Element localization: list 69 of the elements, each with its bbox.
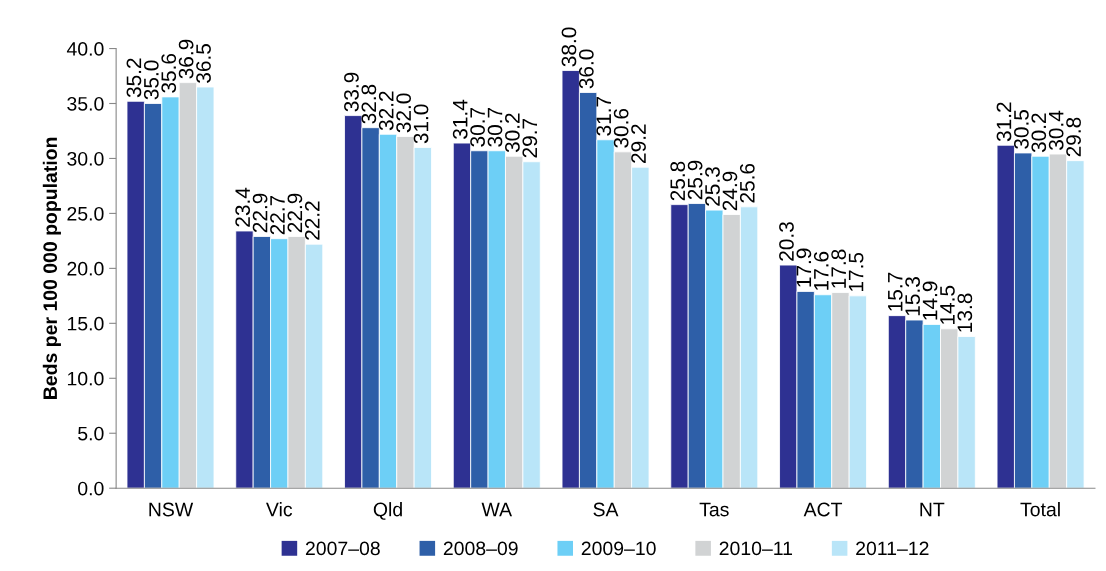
data-label: 32.8	[361, 84, 377, 124]
data-label: 22.2	[304, 201, 320, 240]
data-label: 31.0	[413, 104, 429, 144]
data-label: 35.0	[143, 60, 159, 100]
legend-label: 2011–12	[856, 541, 929, 556]
data-label: 35.2	[126, 58, 142, 98]
y-tick-label: 40.0	[66, 42, 104, 56]
data-label: 17.5	[848, 252, 864, 291]
legend-label: 2008–09	[443, 541, 518, 556]
y-axis-title: Beds per 100 000 population	[42, 137, 61, 399]
legend-label: 2009–10	[581, 541, 656, 556]
x-tick-label: ACT	[803, 502, 843, 517]
data-label: 29.8	[1066, 117, 1081, 157]
y-tick-label: 5.0	[78, 426, 104, 441]
data-label: 14.5	[940, 285, 955, 324]
data-label: 30.5	[1014, 109, 1029, 149]
x-tick-label: SA	[593, 502, 619, 517]
data-label: 36.5	[196, 44, 211, 83]
data-label: 25.3	[705, 167, 720, 206]
data-label: 25.8	[670, 161, 686, 201]
data-label: 36.0	[578, 49, 594, 89]
data-label: 30.4	[1048, 110, 1064, 150]
y-tick-label: 25.0	[67, 206, 104, 221]
data-label: 14.9	[922, 281, 938, 320]
data-label: 35.6	[161, 53, 177, 93]
x-tick-label: NSW	[149, 502, 194, 517]
data-label: 17.9	[796, 248, 812, 287]
x-tick-label: WA	[481, 502, 513, 517]
data-label: 22.9	[287, 193, 303, 233]
y-tick-label: 35.0	[67, 96, 104, 111]
y-tick-label: 10.0	[67, 371, 104, 386]
x-tick-label: Total	[1020, 502, 1060, 517]
data-label: 31.7	[596, 96, 612, 136]
data-label: 15.3	[905, 277, 920, 316]
x-tick-label: NT	[920, 502, 945, 517]
data-label: 15.7	[888, 272, 903, 311]
x-tick-label: Qld	[373, 502, 402, 520]
y-tick-label: 0.0	[78, 481, 104, 496]
data-label: 22.9	[252, 193, 268, 233]
data-label: 30.2	[1031, 113, 1047, 153]
data-label: 30.7	[487, 107, 503, 147]
data-label: 30.6	[613, 108, 629, 148]
legend-label: 2007–08	[305, 541, 380, 556]
data-label: 22.7	[270, 195, 285, 235]
data-label: 29.7	[522, 118, 538, 158]
data-label: 36.9	[178, 39, 194, 79]
data-label: 31.2	[996, 102, 1012, 142]
x-tick-label: Tas	[699, 502, 729, 517]
x-tick-label: Vic	[266, 502, 293, 517]
data-label: 32.0	[396, 93, 412, 133]
data-label: 32.2	[378, 91, 394, 131]
data-label: 25.6	[739, 163, 755, 203]
data-label: 17.6	[813, 251, 829, 290]
data-label: 25.9	[687, 160, 703, 200]
data-label: 24.9	[722, 171, 738, 211]
data-label: 29.2	[631, 124, 646, 163]
y-tick-label: 20.0	[67, 261, 104, 276]
legend-label: 2010–11	[719, 541, 793, 556]
data-label: 30.2	[505, 113, 520, 153]
data-label: 23.4	[235, 187, 251, 227]
data-label: 17.8	[831, 249, 847, 288]
data-label: 30.7	[470, 107, 485, 147]
data-label: 33.9	[344, 72, 359, 112]
y-tick-label: 15.0	[67, 316, 104, 331]
data-label: 31.4	[452, 99, 468, 139]
data-label: 20.3	[779, 222, 794, 261]
y-tick-label: 30.0	[67, 151, 104, 166]
data-label: 13.8	[957, 293, 973, 332]
data-label: 38.0	[561, 27, 577, 67]
